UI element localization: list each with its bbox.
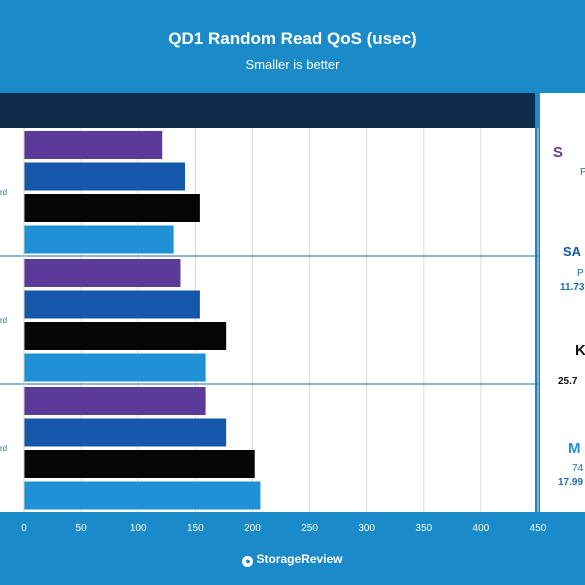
bar bbox=[24, 290, 200, 319]
legend-side-panel bbox=[540, 93, 585, 512]
group-label: rd bbox=[0, 316, 7, 325]
side-logo-3: K bbox=[575, 342, 585, 359]
side-text-2: P bbox=[577, 268, 584, 279]
bar bbox=[24, 131, 163, 159]
side-logo-4: M bbox=[568, 440, 581, 457]
x-tick-label: 50 bbox=[76, 523, 88, 534]
chart-subtitle: Smaller is better bbox=[245, 57, 340, 72]
side-logo-1: S bbox=[553, 144, 564, 161]
bar bbox=[24, 353, 206, 382]
chart-title: QD1 Random Read QoS (usec) bbox=[168, 29, 417, 48]
x-tick-label: 250 bbox=[301, 523, 318, 534]
x-tick-label: 300 bbox=[358, 523, 375, 534]
x-tick-label: 400 bbox=[473, 523, 490, 534]
bar bbox=[24, 162, 186, 191]
group-label: rd bbox=[0, 188, 7, 197]
x-tick-label: 350 bbox=[415, 523, 432, 534]
side-logo-2: SA bbox=[563, 244, 582, 259]
bar bbox=[24, 194, 200, 222]
x-tick-label: 200 bbox=[244, 523, 261, 534]
side-text-4: 74 bbox=[572, 463, 584, 474]
bar bbox=[24, 418, 227, 447]
legend-header-bar bbox=[0, 93, 535, 128]
x-tick-label: 100 bbox=[130, 523, 147, 534]
side-value-2: 11.73 bbox=[560, 282, 585, 293]
storagereview-logo-icon: ● bbox=[242, 556, 254, 567]
x-tick-label: 450 bbox=[530, 523, 547, 534]
side-text-1: P bbox=[580, 167, 585, 178]
side-value-3: 25.7 bbox=[558, 376, 578, 387]
plot-area bbox=[0, 128, 535, 512]
bar bbox=[24, 322, 227, 350]
x-tick-label: 0 bbox=[21, 523, 27, 534]
footer-brand-text: StorageReview bbox=[256, 552, 343, 566]
bar bbox=[24, 225, 174, 254]
bar bbox=[24, 481, 261, 510]
bar bbox=[24, 259, 181, 287]
side-value-4: 17.99 bbox=[558, 477, 584, 488]
bar bbox=[24, 387, 206, 415]
x-tick-label: 150 bbox=[187, 523, 204, 534]
group-label: rd bbox=[0, 444, 7, 453]
footer-brand: ● StorageReview bbox=[0, 552, 585, 567]
bar bbox=[24, 450, 255, 478]
